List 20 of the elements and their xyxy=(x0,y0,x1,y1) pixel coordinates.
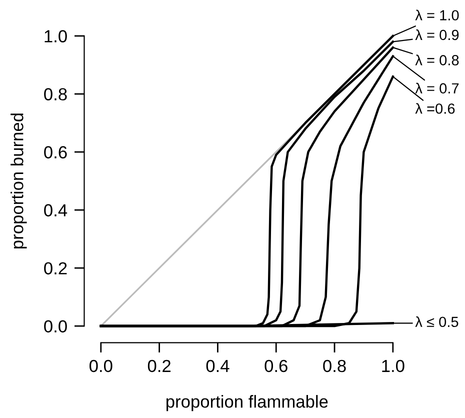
legend-label: λ ≤ 0.5 xyxy=(415,316,458,328)
y-tick-label: 0.8 xyxy=(44,88,67,100)
text: λ = 0.7 xyxy=(415,82,459,94)
x-tick-label: 0.4 xyxy=(206,360,230,372)
x-tick-label: 1.0 xyxy=(382,360,404,372)
y-tick-label: 0.0 xyxy=(44,320,67,332)
x-tick-label: 0.8 xyxy=(323,360,346,372)
legend-label: λ = 0.9 xyxy=(415,29,459,40)
series-label: λ = 1.0 xyxy=(415,10,459,20)
x-tick-label: 0.0 xyxy=(90,360,112,372)
text: λ =0.6 xyxy=(415,103,455,114)
x-tick-label: 0.6 xyxy=(264,360,288,372)
y-tick-label: 1.0 xyxy=(44,30,67,42)
y-tick-label: 0.2 xyxy=(44,262,67,274)
x-tick-label: 0.2 xyxy=(148,360,171,372)
x-axis-title: proportion flammable xyxy=(166,395,328,412)
legend-label: λ = 0.8 xyxy=(415,54,459,66)
y-axis-title: proportion burned xyxy=(10,114,27,248)
y-tick-label: 0.4 xyxy=(44,204,68,216)
y-tick-label: 0.6 xyxy=(44,146,67,158)
